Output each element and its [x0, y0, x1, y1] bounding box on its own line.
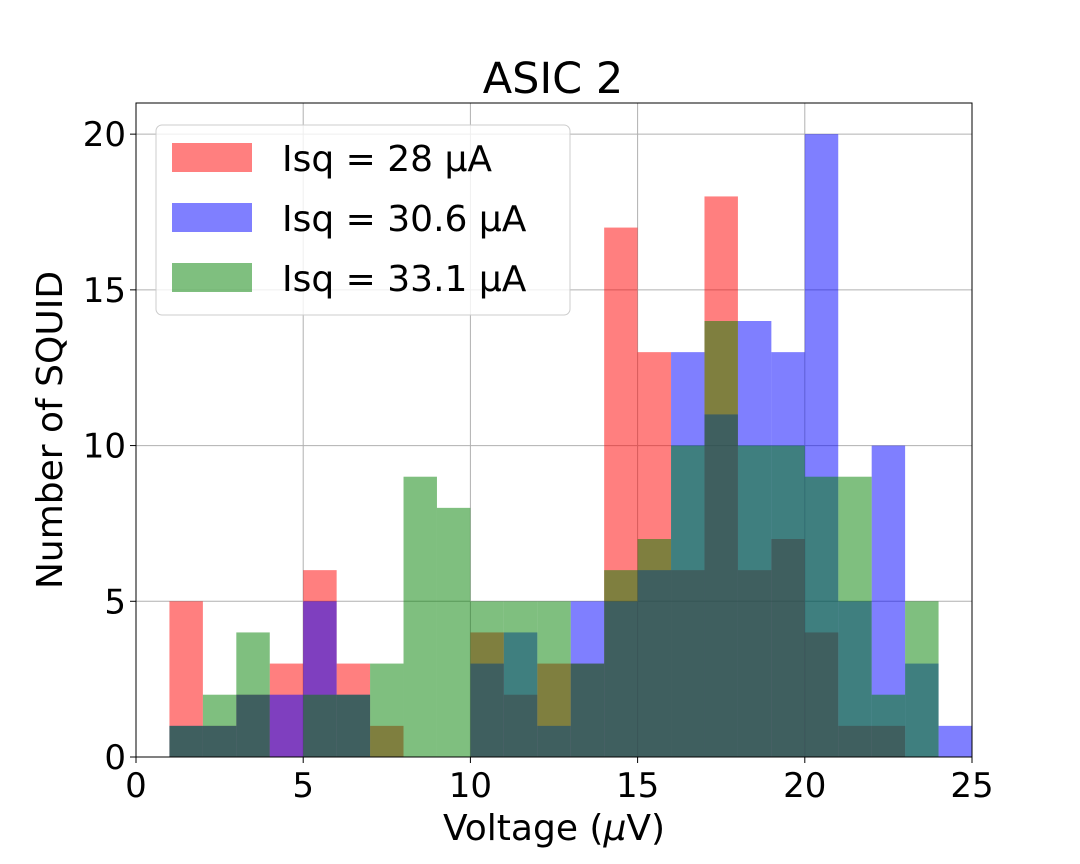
bar [470, 601, 504, 757]
y-tick-label: 0 [104, 738, 126, 778]
bar [871, 694, 906, 757]
bar [370, 663, 404, 757]
legend-label: Isq = 28 μA [282, 139, 492, 180]
legend: Isq = 28 μA Isq = 30.6 μA Isq = 33.1 μA [155, 124, 571, 316]
legend-swatch [172, 263, 252, 292]
y-axis-label: Number of SQUID [30, 271, 71, 589]
x-tick-label: 10 [449, 766, 492, 806]
bar [336, 694, 371, 757]
bar [704, 321, 738, 757]
bar [436, 507, 471, 757]
legend-items: Isq = 28 μA Isq = 30.6 μA Isq = 33.1 μA [172, 139, 527, 300]
legend-box [155, 124, 571, 316]
series-3-bars [169, 321, 939, 757]
x-tick-label: 20 [783, 766, 826, 806]
legend-swatch [172, 143, 252, 172]
bar [570, 663, 605, 757]
bar [303, 694, 337, 757]
y-tick-label: 10 [83, 427, 126, 467]
bar [938, 725, 972, 757]
x-axis-label: Voltage (μV) [443, 808, 665, 849]
bar [737, 445, 772, 757]
x-tick-label: 5 [292, 766, 314, 806]
y-tick-label: 20 [83, 115, 126, 155]
legend-swatch [172, 203, 252, 232]
x-tick-label: 25 [950, 766, 993, 806]
x-tick-label: 15 [616, 766, 659, 806]
bar [671, 445, 705, 757]
bar [604, 570, 638, 757]
x-axis-label-mu: μ [602, 808, 626, 849]
bar [202, 694, 237, 757]
y-axis-ticks: 0 5 10 15 20 [83, 115, 136, 778]
legend-label: Isq = 30.6 μA [282, 199, 527, 240]
bar [403, 476, 437, 757]
bar [771, 445, 805, 757]
bar [905, 601, 939, 757]
plot-frame [135, 102, 973, 758]
histogram-bars [169, 134, 972, 758]
bar [838, 476, 872, 757]
bar [804, 476, 839, 757]
y-tick-label: 15 [83, 271, 126, 311]
y-tick-label: 5 [104, 582, 126, 622]
bar [537, 601, 571, 757]
x-axis-ticks: 0 5 10 15 20 25 [125, 757, 994, 806]
bar [269, 694, 304, 757]
chart-title: ASIC 2 [483, 54, 623, 104]
bar [637, 539, 672, 757]
legend-label: Isq = 33.1 μA [282, 259, 527, 300]
x-axis-label-prefix: Voltage ( [443, 808, 604, 849]
bar [236, 632, 270, 757]
bar [503, 601, 538, 757]
bar [169, 725, 203, 757]
x-axis-label-unit: V) [626, 808, 665, 849]
x-tick-label: 0 [125, 766, 147, 806]
